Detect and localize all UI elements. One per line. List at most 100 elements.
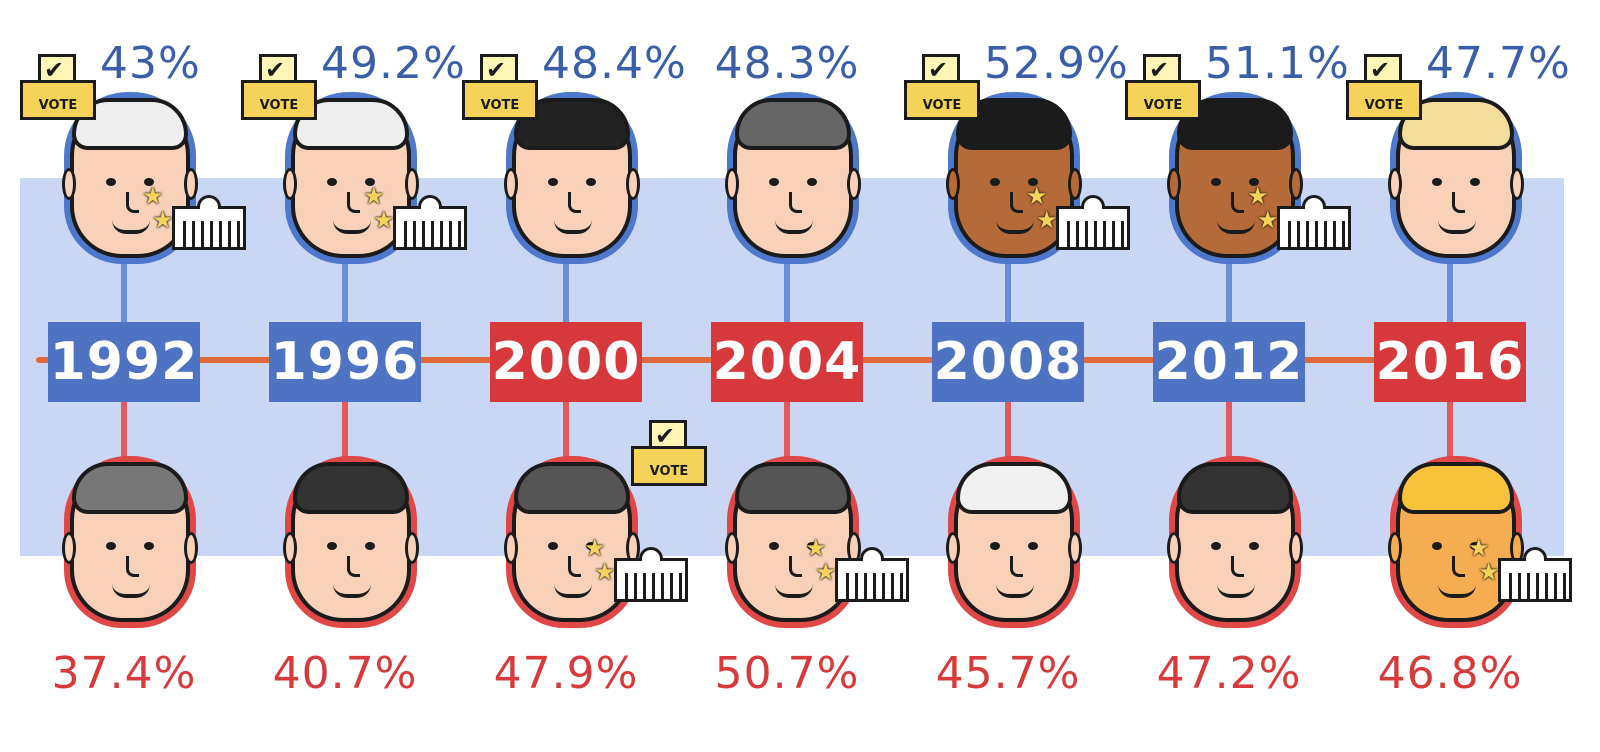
star-icon: ★ [1478, 558, 1500, 586]
star-icon: ★ [1257, 206, 1279, 234]
democrat-vote-share: 43% [100, 38, 201, 89]
star-icon: ★ [363, 182, 385, 210]
checkmark-icon: ✔ [44, 56, 65, 84]
column [873, 573, 876, 599]
mouth [112, 584, 150, 598]
republican-vote-share: 45.7% [935, 648, 1081, 699]
left-eye [990, 178, 1000, 186]
dome [1523, 547, 1547, 561]
column [855, 573, 858, 599]
left-eye [1432, 178, 1442, 186]
ear [504, 168, 518, 200]
column [201, 221, 204, 247]
white-house-icon: ★★★ [584, 512, 688, 604]
mouth [333, 584, 371, 598]
column [1315, 221, 1318, 247]
vote-box: VOTE [904, 80, 980, 120]
ballot-box-icon: ✔ VOTE [456, 54, 540, 120]
hair [956, 462, 1072, 514]
democrat-candidate [283, 98, 419, 258]
hair [1177, 462, 1293, 514]
left-eye [548, 542, 558, 550]
year-label: 2004 [711, 322, 863, 402]
mouth [1438, 220, 1476, 234]
candidate-face [283, 462, 419, 622]
ear [1068, 532, 1082, 564]
column [1121, 221, 1124, 247]
nose [789, 556, 802, 577]
ear [946, 168, 960, 200]
year-label: 1992 [48, 322, 200, 402]
mouth [554, 584, 592, 598]
white-house [1277, 195, 1351, 250]
democrat-vote-share: 51.1% [1205, 38, 1350, 89]
republican-candidate [1167, 462, 1303, 622]
star-icon: ★ [1036, 206, 1058, 234]
election-2008: ✔VOTE ★★★ 52.9% 2008 45.7% [898, 0, 1130, 752]
white-house [393, 195, 467, 250]
star-icon: ★ [142, 182, 164, 210]
ear [1388, 532, 1402, 564]
column [210, 221, 213, 247]
nose [1231, 556, 1244, 577]
hair [735, 462, 851, 514]
column [1297, 221, 1300, 247]
column [1536, 573, 1539, 599]
nose [568, 192, 581, 213]
year-label: 2008 [932, 322, 1084, 402]
candidate-face [946, 462, 1082, 622]
candidate-face [1167, 462, 1303, 622]
connector-line [563, 396, 569, 476]
column [1076, 221, 1079, 247]
star-icon: ★ [815, 558, 837, 586]
column [864, 573, 867, 599]
mouth [333, 220, 371, 234]
candidate-face [62, 98, 198, 258]
right-eye [1028, 542, 1038, 550]
left-eye [327, 178, 337, 186]
column [1342, 221, 1345, 247]
right-eye [1470, 542, 1480, 550]
dome [1081, 195, 1105, 209]
republican-vote-share: 47.9% [493, 648, 639, 699]
mouth [1217, 220, 1255, 234]
democrat-candidate [62, 98, 198, 258]
column [458, 221, 461, 247]
nose [347, 192, 360, 213]
star-icon: ★ [152, 206, 174, 234]
vote-box: VOTE [631, 446, 707, 486]
column [237, 221, 240, 247]
column [404, 221, 407, 247]
star-icon: ★ [594, 558, 616, 586]
column [440, 221, 443, 247]
white-house [614, 547, 688, 602]
mouth [112, 220, 150, 234]
republican-candidate [1388, 462, 1524, 622]
ear [184, 168, 198, 200]
republican-candidate [946, 462, 1082, 622]
column [1509, 573, 1512, 599]
column [661, 573, 664, 599]
white-house-icon: ★★★ [1468, 512, 1572, 604]
star-icon: ★ [1247, 182, 1269, 210]
right-eye [586, 542, 596, 550]
column [228, 221, 231, 247]
nose [1231, 192, 1244, 213]
mouth [775, 584, 813, 598]
column [1112, 221, 1115, 247]
column [1545, 573, 1548, 599]
connector-line [1005, 260, 1011, 330]
connector-line [1226, 260, 1232, 330]
democrat-candidate [725, 98, 861, 258]
column [670, 573, 673, 599]
election-1996: ✔VOTE ★★★ 49.2% 1996 40.7% [235, 0, 467, 752]
mouth [996, 220, 1034, 234]
column [1554, 573, 1557, 599]
column [1324, 221, 1327, 247]
right-eye [1249, 178, 1259, 186]
column [431, 221, 434, 247]
checkmark-icon: ✔ [1370, 56, 1391, 84]
white-house [1498, 547, 1572, 602]
ear [283, 168, 297, 200]
republican-vote-share: 46.8% [1377, 648, 1523, 699]
